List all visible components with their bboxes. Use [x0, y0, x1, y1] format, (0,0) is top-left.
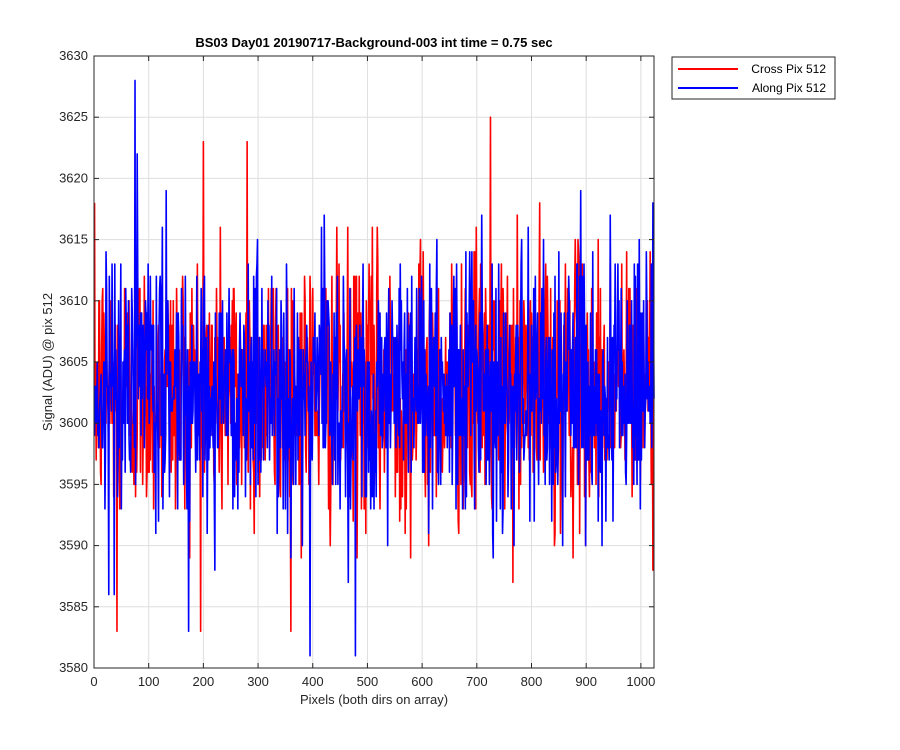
- x-tick-label: 400: [302, 674, 324, 689]
- x-tick-label: 300: [247, 674, 269, 689]
- y-tick-label: 3600: [59, 415, 88, 430]
- y-tick-label: 3630: [59, 48, 88, 63]
- x-tick-label: 0: [90, 674, 97, 689]
- legend-label-along: Along Pix 512: [752, 81, 826, 95]
- legend: Cross Pix 512 Along Pix 512: [671, 56, 836, 100]
- y-tick-label: 3610: [59, 293, 88, 308]
- x-tick-label: 200: [193, 674, 215, 689]
- y-tick-label: 3580: [59, 660, 88, 675]
- y-tick-label: 3625: [59, 109, 88, 124]
- y-tick-label: 3595: [59, 476, 88, 491]
- y-tick-label: 3605: [59, 354, 88, 369]
- x-tick-label: 1000: [626, 674, 655, 689]
- y-tick-label: 3590: [59, 538, 88, 553]
- x-tick-label: 600: [411, 674, 433, 689]
- series-line-along: [93, 79, 655, 657]
- x-tick-label: 700: [466, 674, 488, 689]
- chart-title: BS03 Day01 20190717-Background-003 int t…: [195, 35, 552, 50]
- ticks: 0 100 200 300 400 500 600 700 800 900 1000 3580 3585…: [59, 48, 655, 689]
- legend-box: [671, 56, 836, 100]
- y-tick-label: 3620: [59, 170, 88, 185]
- x-axis-label: Pixels (both dirs on array): [300, 692, 448, 707]
- x-tick-label: 800: [521, 674, 543, 689]
- series-group: [93, 79, 655, 657]
- y-tick-label: 3615: [59, 232, 88, 247]
- y-axis-label: Signal (ADU) @ pix 512: [40, 293, 55, 431]
- x-tick-label: 500: [357, 674, 379, 689]
- y-tick-label: 3585: [59, 599, 88, 614]
- legend-label-cross: Cross Pix 512: [751, 62, 826, 76]
- x-tick-label: 900: [575, 674, 597, 689]
- x-tick-label: 100: [138, 674, 160, 689]
